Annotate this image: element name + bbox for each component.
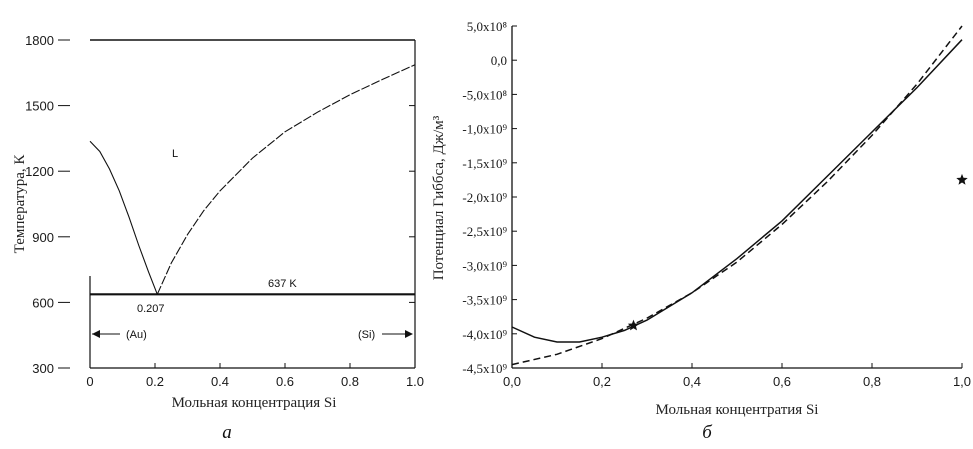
panel-b-y-tick-label: -3,5x10⁹ (462, 293, 507, 308)
panel-a-curves (89, 64, 416, 296)
panel-b-y-tick-label: 0,0 (491, 53, 507, 68)
panel-b-y-tick-label: -3,0x10⁹ (462, 258, 507, 273)
panel-b-curve-dashed (511, 25, 963, 366)
star-marker-1 (956, 173, 968, 185)
panel-a-y-tick-label: 600 (32, 295, 54, 310)
panel-b-y-tick-label: -4,0x10⁹ (462, 327, 507, 342)
panel-a-curve-liquidus-right (156, 64, 416, 295)
panel-a-y-tick-label: 1500 (25, 99, 54, 114)
panel-a-curve-liquidus-left (89, 140, 158, 295)
si-arrowhead (405, 330, 413, 338)
panel-b-x-tick-label: 0,8 (863, 374, 881, 389)
si-region-label: (Si) (358, 329, 375, 341)
panel-b-y-tick-label: -1,5x10⁹ (462, 156, 507, 171)
au-arrowhead (92, 330, 100, 338)
panel-b-x-tick-label: 0,6 (773, 374, 791, 389)
eutectic-comp-label: 0.207 (137, 303, 165, 315)
liquid-label: L (172, 148, 178, 160)
panel-b-x-tick-label: 0,4 (683, 374, 701, 389)
panel-b-y-label: Потенциал Гиббса, Дж/м³ (431, 115, 447, 280)
panel-a-x-label: Мольная концентрация Si (172, 395, 337, 411)
panel-b: 0,0 0,2 0,4 0,6 0,8 1,0 5,0x10⁸ 0,0 -5,0x10⁸ -1,0… (431, 19, 971, 443)
eutectic-temp-label: 637 K (268, 278, 297, 290)
panel-a-y-tick-label: 1200 (25, 164, 54, 179)
star-marker-0 (627, 319, 640, 331)
panel-b-letter: б (702, 422, 713, 443)
panel-a-x-tick-label: 0.4 (211, 374, 229, 389)
au-region-label: (Au) (126, 329, 147, 341)
panel-b-curve-solid (511, 39, 963, 343)
panel-b-x-tick-label: 0,2 (593, 374, 611, 389)
panel-b-y-tick-label: 5,0x10⁸ (467, 19, 508, 34)
panel-a-y-label: Температура, К (12, 154, 28, 254)
panel-a-x-tick-label: 0.2 (146, 374, 164, 389)
panel-b-x-tick-label: 0,0 (503, 374, 521, 389)
panel-a-y-tick-label: 900 (32, 230, 54, 245)
panel-b-y-tick-label: -1,0x10⁹ (462, 122, 507, 137)
panel-b-curves (511, 25, 968, 366)
panel-b-y-tick-label: -2,0x10⁹ (462, 190, 507, 205)
panel-a-x-tick-label: 0.8 (341, 374, 359, 389)
panel-a-y-tick-label: 1800 (25, 33, 54, 48)
panel-b-y-tick-label: -5,0x10⁸ (462, 87, 507, 102)
panel-a-ticks: 0 0.2 0.4 0.6 0.8 1.0 300 600 900 1200 1500 1800 (25, 33, 424, 389)
panel-a-y-tick-label: 300 (32, 361, 54, 376)
panel-b-x-tick-label: 1,0 (953, 374, 971, 389)
panel-a-letter: а (222, 422, 232, 443)
panel-b-x-label: Мольная концентратия Si (656, 402, 819, 418)
panel-b-ticks: 0,0 0,2 0,4 0,6 0,8 1,0 5,0x10⁸ 0,0 -5,0x10⁸ -1,0… (462, 19, 971, 389)
panel-b-y-tick-label: -4,5x10⁹ (462, 361, 507, 376)
panel-a-x-tick-label: 0 (86, 374, 93, 389)
panel-a-x-tick-label: 1.0 (406, 374, 424, 389)
panel-a-x-tick-label: 0.6 (276, 374, 294, 389)
panel-b-y-tick-label: -2,5x10⁹ (462, 224, 507, 239)
